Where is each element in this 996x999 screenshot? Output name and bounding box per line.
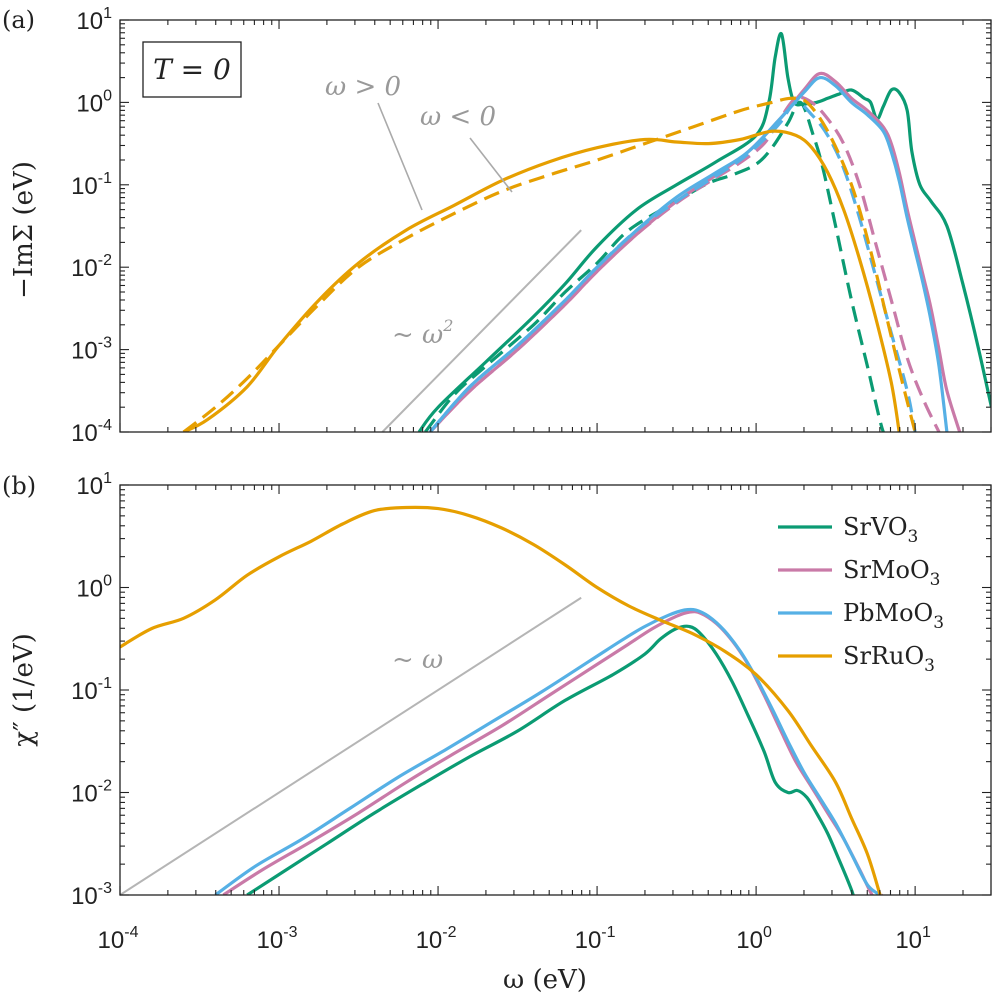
series-line-srvo3-omega-negative: [424, 100, 893, 432]
series-line-srruo3-omega-positive: [182, 129, 901, 432]
legend-label-srmoo3: SrMoO3: [843, 556, 940, 590]
panel-b-ylabel: χ″ (1/eV): [9, 633, 39, 746]
x-tick-label: 10-3: [257, 924, 298, 954]
annotation-omega-positive: ω > 0: [325, 72, 401, 102]
y-tick-label: 101: [76, 470, 112, 500]
y-tick-label: 10-3: [71, 880, 112, 910]
x-tick-label: 101: [895, 924, 931, 954]
power-law-guide-line: [119, 596, 582, 896]
legend-label-srruo3: SrRuO3: [843, 642, 935, 676]
y-tick-label: 10-3: [71, 335, 112, 365]
legend: SrVO3 SrMoO3 PbMoO3 SrRuO3: [778, 513, 944, 676]
y-tick-label: 10-4: [71, 417, 112, 447]
y-tick-label: 10-1: [71, 170, 112, 200]
power-law-guide-line: [381, 229, 582, 433]
annotation-omega-positive-pointer: [377, 102, 423, 211]
panel-a-label: (a): [2, 6, 35, 34]
series-line-srmoo3-omega-negative: [428, 95, 941, 432]
panel-b-label: (b): [2, 472, 36, 500]
x-tick-label: 10-4: [98, 924, 139, 954]
annotation-omega-negative: ω < 0: [420, 102, 496, 132]
x-tick-label: 100: [736, 924, 772, 954]
series-line-srruo3-omega-negative: [182, 96, 917, 432]
x-tick-label: 10-1: [575, 924, 616, 954]
y-tick-label: 10-2: [71, 778, 112, 808]
panel-b: (b) 10-3 10-2 10-1 100 101 χ″ (1/eV) ~ ω SrV…: [2, 470, 992, 995]
series-line-pbmoo3: [214, 607, 882, 895]
y-tick-label: 10-2: [71, 252, 112, 282]
annotation-omega-negative-pointer: [469, 137, 513, 193]
series-line-srvo3: [246, 624, 877, 895]
y-tick-label: 100: [76, 573, 112, 603]
panel-a-ylabel: −ImΣ (eV): [9, 161, 39, 299]
guide-label-omega: ~ ω: [392, 645, 443, 675]
y-tick-label: 101: [76, 5, 112, 35]
legend-label-srvo3: SrVO3: [843, 513, 918, 547]
y-tick-label: 100: [76, 87, 112, 117]
temperature-label: T = 0: [153, 53, 231, 86]
temperature-box: [142, 41, 242, 98]
guide-label-omega-squared: ~ ω2: [392, 316, 453, 350]
series-line-srvo3-omega-positive: [417, 31, 991, 432]
panel-a: (a) 10-4 10-3 10-2 10-1 100 101 −ImΣ (eV) T =…: [2, 5, 992, 447]
x-axis-label: ω (eV): [503, 965, 587, 995]
panel-a-frame: [119, 19, 992, 433]
y-tick-label: 10-1: [71, 675, 112, 705]
series-line-srruo3: [120, 505, 882, 895]
legend-label-pbmoo3: PbMoO3: [843, 599, 944, 633]
series-line-pbmoo3-omega-negative: [428, 100, 917, 432]
x-tick-label: 10-2: [416, 924, 457, 954]
